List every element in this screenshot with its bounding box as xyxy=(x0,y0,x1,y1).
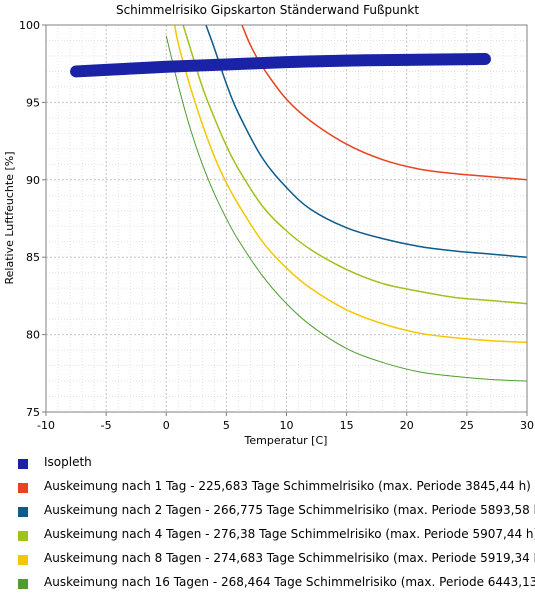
legend-swatch xyxy=(18,507,28,517)
y-tick-label: 75 xyxy=(26,406,40,419)
y-tick-label: 95 xyxy=(26,96,40,109)
legend: Isopleth Auskeimung nach 1 Tag - 225,683 … xyxy=(14,452,535,596)
legend-swatch xyxy=(18,531,28,541)
legend-swatch xyxy=(18,555,28,565)
legend-item: Isopleth xyxy=(14,452,529,476)
chart-plot: -10 -5 0 5 10 15 20 25 30 75 80 85 90 95 100 Temperat… xyxy=(3,19,534,447)
x-tick-label: 20 xyxy=(400,419,414,432)
y-tick-label: 85 xyxy=(26,251,40,264)
legend-swatch xyxy=(18,579,28,589)
y-tick-label: 100 xyxy=(19,19,40,32)
chart-title: Schimmelrisiko Gipskarton Ständerwand Fu… xyxy=(115,3,420,17)
legend-label: Auskeimung nach 1 Tag - 225,683 Tage Sch… xyxy=(44,479,531,493)
x-tick-label: 5 xyxy=(223,419,230,432)
x-tick-label: -5 xyxy=(101,419,112,432)
legend-item: Auskeimung nach 2 Tagen - 266,775 Tage S… xyxy=(14,500,535,524)
y-tick-label: 90 xyxy=(26,174,40,187)
legend-swatch xyxy=(18,459,28,469)
isopleth-line xyxy=(70,53,491,78)
isopleth-band xyxy=(70,53,491,78)
series-line-2 xyxy=(205,24,528,258)
x-tick-label: 15 xyxy=(340,419,354,432)
legend-label: Auskeimung nach 4 Tagen - 276,38 Tage Sc… xyxy=(44,527,535,541)
legend-item: Auskeimung nach 1 Tag - 225,683 Tage Sch… xyxy=(14,476,531,500)
legend-item: Auskeimung nach 8 Tagen - 274,683 Tage S… xyxy=(14,548,535,572)
series-line-4 xyxy=(173,24,528,344)
x-tick-label: 0 xyxy=(163,419,170,432)
x-tick-labels: -10 -5 0 5 10 15 20 25 30 xyxy=(37,412,534,432)
series-line-5 xyxy=(165,35,528,382)
y-tick-label: 80 xyxy=(26,329,40,342)
x-axis-label: Temperatur [C] xyxy=(244,434,328,447)
series-line-3 xyxy=(182,24,528,305)
legend-label: Auskeimung nach 2 Tagen - 266,775 Tage S… xyxy=(44,503,535,517)
legend-label: Auskeimung nach 16 Tagen - 268,464 Tage … xyxy=(44,575,535,589)
y-axis-label: Relative Luftfeuchte [%] xyxy=(3,152,16,285)
legend-item: Auskeimung nach 16 Tagen - 268,464 Tage … xyxy=(14,572,535,596)
legend-item: Auskeimung nach 4 Tagen - 276,38 Tage Sc… xyxy=(14,524,535,548)
legend-swatch xyxy=(18,483,28,493)
y-tick-labels: 75 80 85 90 95 100 xyxy=(19,19,46,419)
x-tick-label: 30 xyxy=(520,419,534,432)
x-tick-label: 10 xyxy=(280,419,294,432)
legend-label: Auskeimung nach 8 Tagen - 274,683 Tage S… xyxy=(44,551,535,565)
x-tick-label: -10 xyxy=(37,419,55,432)
series-lines xyxy=(165,24,528,382)
x-tick-label: 25 xyxy=(460,419,474,432)
legend-label: Isopleth xyxy=(44,455,92,469)
